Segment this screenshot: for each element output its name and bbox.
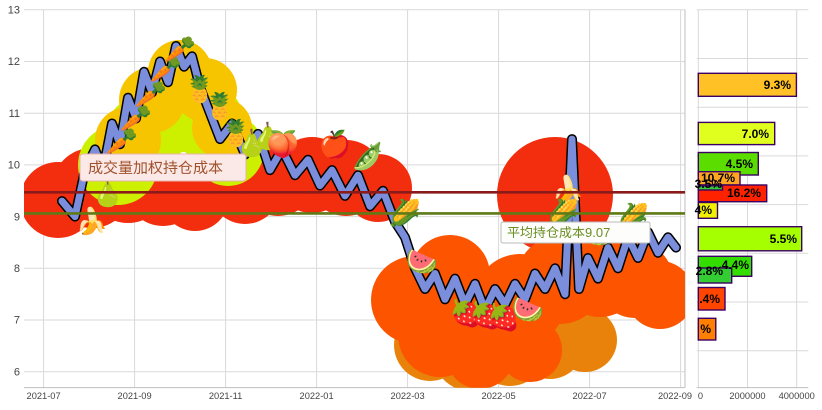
svg-text:%: % (700, 322, 711, 336)
svg-text:16.2%: 16.2% (727, 186, 761, 200)
svg-text:4.4%: 4.4% (722, 258, 750, 272)
svg-text:4%: 4% (695, 203, 713, 217)
svg-text:9.3%: 9.3% (764, 78, 792, 92)
svg-text:5.5%: 5.5% (770, 232, 798, 246)
svg-text:.4%: .4% (699, 292, 720, 306)
svg-text:2.8%: 2.8% (696, 264, 724, 278)
svg-text:3.5%: 3.5% (695, 177, 723, 191)
svg-text:平均持仓成本9.07: 平均持仓成本9.07 (507, 225, 610, 240)
svg-text:成交量加权持仓成本: 成交量加权持仓成本 (88, 159, 223, 177)
svg-text:4.5%: 4.5% (726, 157, 754, 171)
svg-text:7.0%: 7.0% (742, 127, 770, 141)
